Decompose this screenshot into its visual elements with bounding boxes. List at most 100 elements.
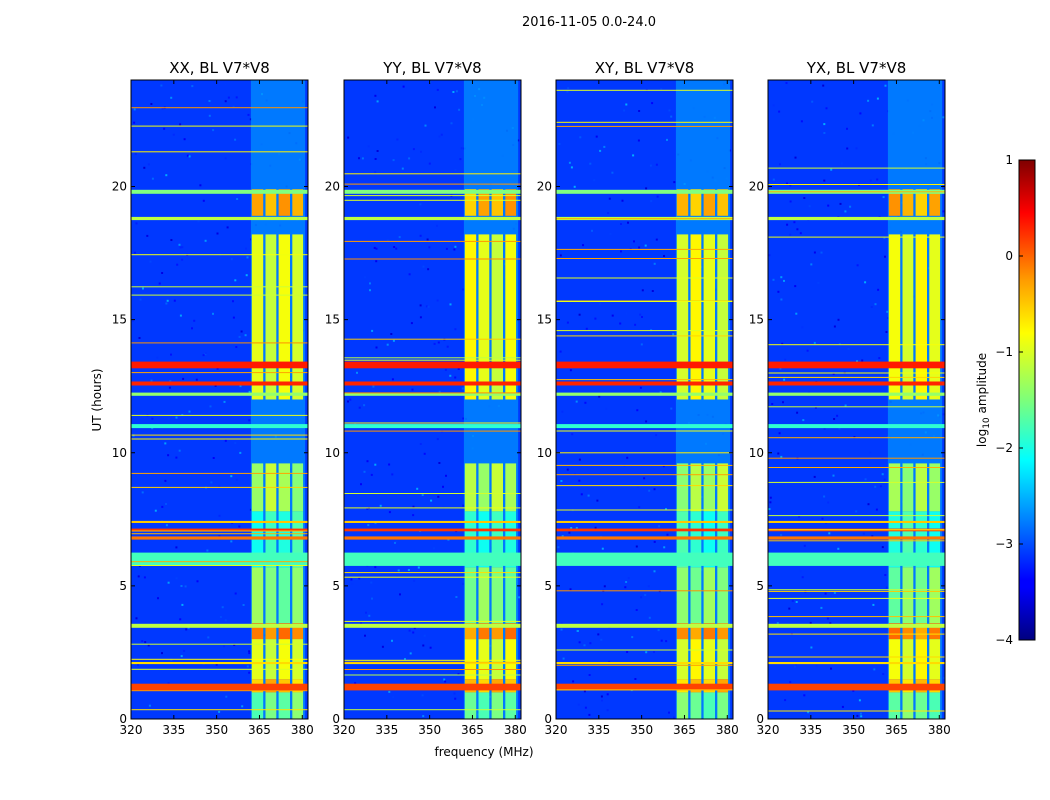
noise-pixel [627,577,630,580]
colorbar: 10−1−2−3−4 log10 amplitude [975,153,1036,647]
x-axis-label: frequency (MHz) [434,745,533,759]
colorbar-tick-label: −2 [995,441,1013,455]
noise-pixel [141,640,144,643]
rfi-thin-line [344,572,521,574]
rfi-line [768,520,945,523]
noise-pixel [411,388,414,391]
noise-pixel [659,391,662,394]
noise-pixel [800,120,803,123]
rfi-thin-line [344,576,521,578]
noise-pixel [584,401,587,404]
noise-pixel [601,603,604,606]
noise-pixel [419,203,422,206]
rfi-thin-line [344,422,521,424]
noise-pixel [452,91,455,93]
noise-pixel [454,697,457,700]
noise-pixel [386,239,389,242]
noise-pixel [236,198,239,200]
noise-pixel [668,711,670,714]
x-tick-label: 335 [587,723,610,737]
noise-pixel [807,711,810,714]
noise-pixel [202,354,205,357]
noise-pixel [419,316,422,319]
signal-cell [902,623,914,640]
rfi-line [556,528,733,532]
signal-cell [888,189,901,216]
x-tick-label: 365 [885,723,908,737]
noise-pixel [884,574,887,576]
y-tick-label: 5 [544,579,552,593]
noise-pixel [205,352,207,354]
rfi-thin-line [344,659,521,661]
noise-pixel [808,205,811,208]
noise-pixel [371,329,374,332]
noise-pixel [876,97,879,100]
colorbar-label: log10 amplitude [975,353,992,447]
noise-pixel [560,480,563,482]
noise-pixel [409,652,412,655]
noise-pixel [417,566,420,569]
noise-pixel [170,353,172,356]
noise-pixel [460,147,463,150]
noise-pixel [204,353,207,356]
noise-pixel [169,380,172,382]
noise-pixel [402,85,405,88]
noise-pixel [227,96,230,99]
noise-pixel [832,373,835,375]
noise-pixel [175,456,178,459]
noise-pixel [419,443,422,445]
signal-cell [464,463,477,512]
rfi-thin-line [768,184,945,185]
rfi-line [131,536,308,540]
noise-pixel [363,470,366,473]
noise-pixel [566,90,569,93]
signal-cell [888,567,901,624]
noise-pixel [852,689,855,692]
x-tick-label: 320 [333,723,356,737]
noise-pixel [606,693,609,696]
noise-pixel [225,695,228,698]
noise-pixel [461,387,464,390]
noise-pixel [769,496,772,499]
noise-pixel [437,341,440,344]
noise-pixel [444,368,447,371]
noise-pixel [823,495,826,498]
y-tick-label: 10 [325,446,340,460]
noise-pixel [358,157,360,160]
noise-pixel [781,342,784,345]
noise-pixel [370,473,373,476]
noise-pixel [240,330,243,333]
noise-pixel [828,532,831,535]
noise-pixel [608,660,611,663]
signal-cell [505,189,517,216]
signal-cell [676,567,689,624]
noise-pixel [453,692,456,695]
noise-pixel [883,478,886,481]
noise-pixel [562,657,565,660]
noise-pixel [609,232,612,235]
noise-pixel [603,145,606,148]
noise-pixel [871,535,874,538]
rfi-thin-line [131,486,308,488]
noise-pixel [157,597,159,600]
colorbar-label-main: log [975,429,989,447]
signal-cell [676,639,689,679]
noise-pixel [788,607,791,610]
noise-pixel [212,457,215,459]
noise-pixel [232,316,235,319]
noise-pixel [440,133,443,136]
noise-pixel [794,665,796,668]
signal-cell [278,189,290,216]
rfi-thin-line [556,464,733,466]
signal-cell [717,567,729,624]
noise-pixel [560,628,563,631]
signal-cell [265,623,277,640]
noise-pixel [246,665,249,668]
rfi-thin-line [556,590,733,592]
rfi-line [131,392,308,396]
noise-pixel [806,349,809,352]
noise-pixel [184,585,187,588]
signal-cell [717,234,729,400]
signal-cell [902,234,914,400]
noise-pixel [846,147,849,150]
